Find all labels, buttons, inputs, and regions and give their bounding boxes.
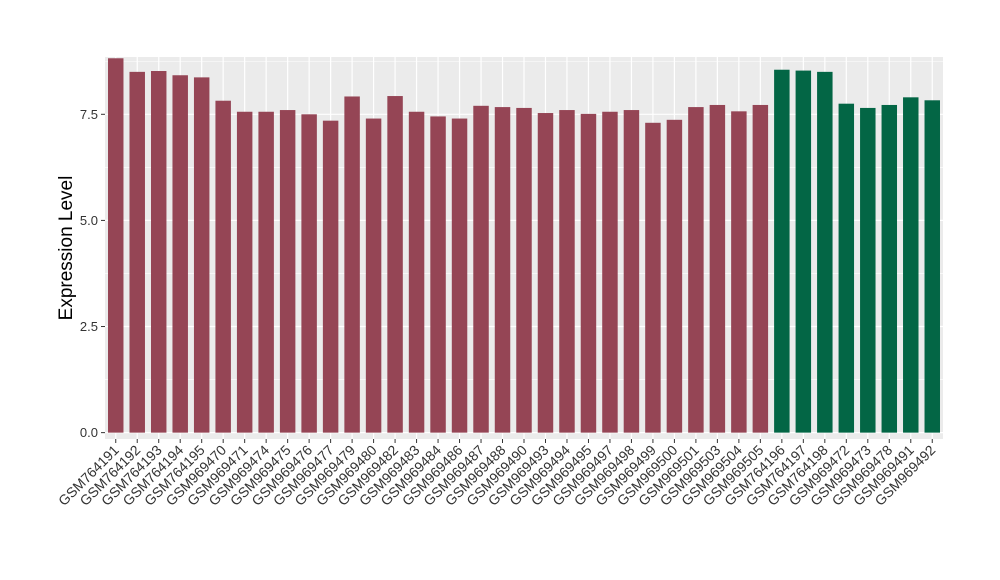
bar-GSM969478 [881,104,898,433]
bar-GSM969505 [752,104,769,433]
bar-GSM969487 [473,105,489,433]
bar-GSM969500 [666,119,683,433]
bar-GSM969475 [279,110,296,433]
y-axis: 0.0 2.5 5.0 7.5 [80,107,105,440]
bar-GSM969484 [430,116,446,433]
bar-GSM969491 [903,97,919,433]
bar-GSM969490 [516,107,532,433]
bar-GSM764198 [817,71,833,433]
bar-GSM764192 [129,71,145,433]
bar-GSM969476 [301,114,317,433]
bar-GSM969498 [623,110,640,433]
bar-GSM969495 [580,113,597,433]
bar-GSM969471 [236,111,253,433]
bar-GSM969480 [365,118,382,433]
y-tick-label: 7.5 [80,107,98,122]
y-tick-label: 2.5 [80,319,98,334]
bars [108,58,940,433]
bar-GSM969470 [215,100,231,433]
bar-GSM969503 [709,104,726,433]
bar-GSM969493 [537,113,554,433]
y-axis-title: Expression Level [56,176,77,321]
bar-GSM969477 [322,120,339,433]
bar-GSM969497 [602,111,618,433]
x-axis: GSM764191GSM764192GSM764193GSM764194GSM7… [55,439,939,509]
bar-GSM969474 [258,111,274,433]
bar-GSM764197 [795,70,812,433]
bar-GSM969486 [451,118,468,433]
bar-GSM969483 [408,111,425,433]
bar-GSM969504 [731,111,747,433]
bar-GSM969492 [924,100,940,433]
bar-GSM764191 [108,58,124,433]
bar-GSM969473 [860,107,876,433]
bar-GSM969499 [645,122,661,433]
bar-GSM764194 [172,75,188,433]
y-tick-label: 5.0 [80,213,98,228]
bar-GSM764195 [193,77,210,433]
bar-GSM969472 [838,103,855,433]
bar-GSM969494 [559,110,575,433]
bar-GSM969479 [344,96,360,433]
bar-GSM969482 [387,96,403,433]
bar-GSM969488 [494,107,511,433]
bar-GSM764196 [774,69,790,433]
y-tick-label: 0.0 [80,425,98,440]
bar-GSM764193 [150,71,167,433]
bar-GSM969501 [688,107,704,433]
